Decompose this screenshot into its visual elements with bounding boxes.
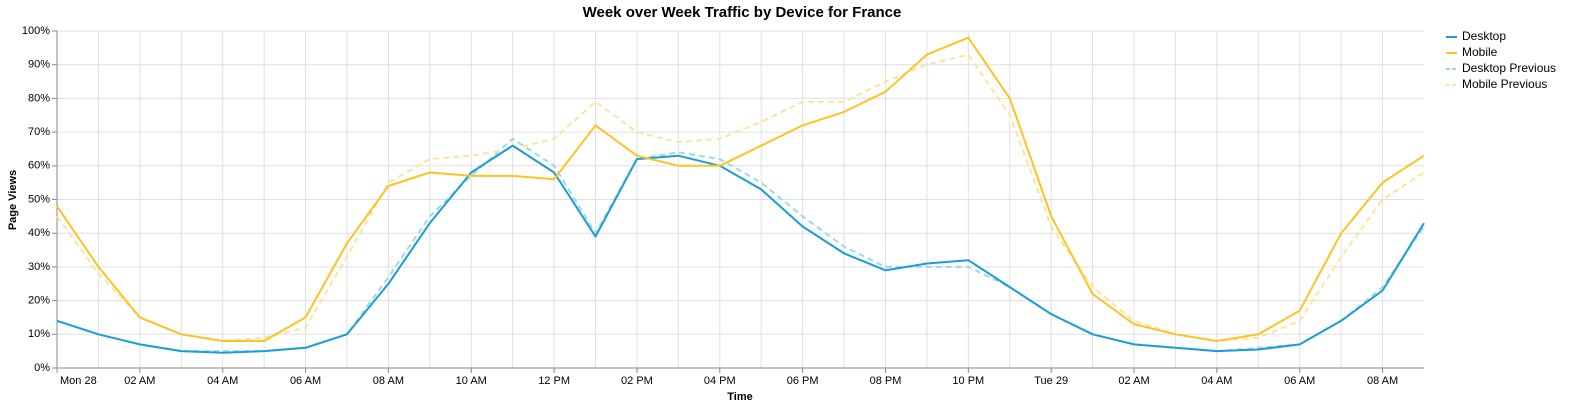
y-tick-label: 20% [28,295,50,307]
y-tick-label: 100% [22,25,50,37]
y-axis-title: Page Views [7,170,19,230]
x-axis-title: Time [727,391,752,403]
series-line [56,144,1425,354]
legend-label: Desktop [1462,29,1506,43]
y-tick-label: 40% [28,227,50,239]
y-tick-label: 90% [28,59,50,71]
y-tick-label: 60% [28,160,50,172]
y-tick-label: 30% [28,261,50,273]
y-tick-label: 10% [28,328,50,340]
x-tick-label: 12 PM [538,375,570,387]
x-tick-label: 08 PM [870,375,902,387]
legend-label: Mobile Previous [1462,77,1547,91]
x-tick-label: 08 AM [1367,375,1398,387]
x-tick-label: 08 AM [373,375,404,387]
x-tick-label: 06 AM [290,375,321,387]
x-tick-label: 06 AM [1284,375,1315,387]
x-tick-label: 02 AM [1118,375,1149,387]
x-tick-label: 02 PM [621,375,653,387]
x-tick-label: Tue 29 [1034,375,1068,387]
y-tick-label: 80% [28,92,50,104]
x-tick-label: 02 AM [124,375,155,387]
legend-label: Mobile [1462,45,1498,59]
series-line [56,36,1425,342]
x-tick-label: 10 PM [952,375,984,387]
y-tick-label: 50% [28,193,50,205]
series-line [56,53,1425,342]
legend-label: Desktop Previous [1462,61,1556,75]
series-line [56,137,1425,353]
y-tick-label: 70% [28,126,50,138]
x-tick-label: 06 PM [787,375,819,387]
x-tick-label: 04 PM [704,375,736,387]
x-tick-label: Mon 28 [60,375,97,387]
x-tick-label: 04 AM [207,375,238,387]
x-tick-label: 10 AM [456,375,487,387]
chart-title: Week over Week Traffic by Device for Fra… [583,4,902,21]
y-tick-label: 0% [34,362,50,374]
x-tick-label: 04 AM [1201,375,1232,387]
